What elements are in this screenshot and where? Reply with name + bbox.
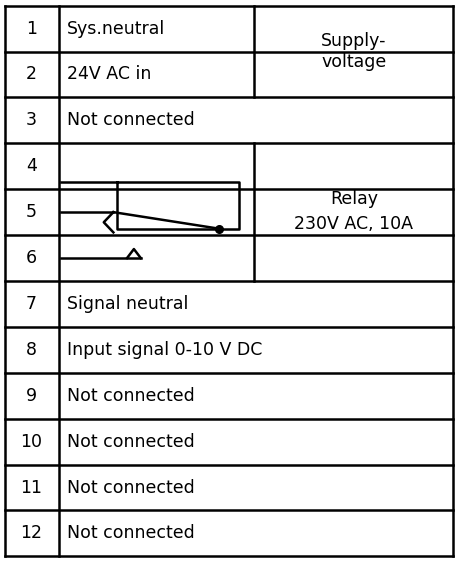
Text: 8: 8 <box>26 341 37 359</box>
Text: 4: 4 <box>26 157 37 175</box>
Text: 10: 10 <box>21 433 43 451</box>
Text: Signal neutral: Signal neutral <box>67 295 188 313</box>
Text: 3: 3 <box>26 111 37 129</box>
Text: 11: 11 <box>21 478 43 497</box>
Text: 9: 9 <box>26 387 37 405</box>
Text: Not connected: Not connected <box>67 478 195 497</box>
Text: Not connected: Not connected <box>67 433 195 451</box>
Text: 24V AC in: 24V AC in <box>67 65 151 84</box>
Text: Input signal 0-10 V DC: Input signal 0-10 V DC <box>67 341 262 359</box>
Text: 12: 12 <box>21 524 43 542</box>
Text: voltage: voltage <box>321 53 387 71</box>
Text: Not connected: Not connected <box>67 524 195 542</box>
Text: 5: 5 <box>26 203 37 221</box>
Text: Sys.neutral: Sys.neutral <box>67 20 165 38</box>
Text: 2: 2 <box>26 65 37 84</box>
Text: Not connected: Not connected <box>67 387 195 405</box>
Text: Relay: Relay <box>330 191 378 209</box>
Text: 7: 7 <box>26 295 37 313</box>
Text: 1: 1 <box>26 20 37 38</box>
Text: Supply-: Supply- <box>321 33 387 51</box>
Text: Not connected: Not connected <box>67 111 195 129</box>
Text: 6: 6 <box>26 249 37 267</box>
Text: 230V AC, 10A: 230V AC, 10A <box>294 215 413 233</box>
